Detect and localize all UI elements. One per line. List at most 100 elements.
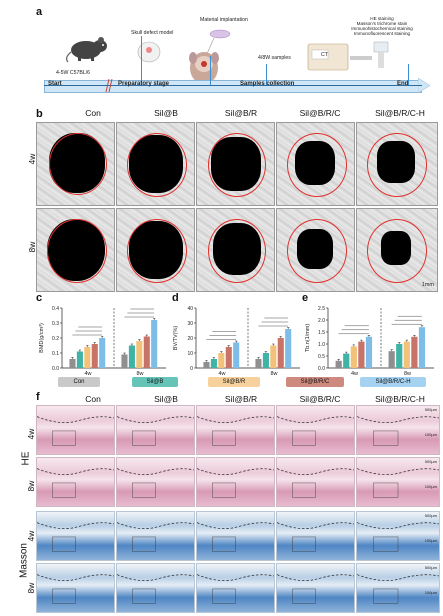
bvtv-ytick-label: 20 xyxy=(187,336,193,342)
ct-image-silb-4w xyxy=(116,122,195,206)
tbn-ytick-label: 0.0 xyxy=(318,366,325,372)
bmd-bar-8w-0 xyxy=(121,354,128,368)
defect-boundary xyxy=(117,468,194,498)
histology-masson-8w-silbrc xyxy=(276,563,355,613)
chart-bvtv: 0 10 20 30 40 BV/TV(%) 4w 8w xyxy=(173,306,300,377)
histology-masson-4w-con xyxy=(36,511,115,561)
implant-illustration xyxy=(189,29,231,84)
tbn-bar-8w-0 xyxy=(388,351,395,368)
bvtv-ytick-label: 10 xyxy=(187,351,193,357)
tbn-ytick-label: 0.5 xyxy=(318,354,325,360)
tbn-bar-8w-3 xyxy=(411,336,418,368)
tbn-ytick-label: 1.0 xyxy=(318,342,325,348)
tbn-ylabel: Tb.n(1/mm) xyxy=(305,324,311,353)
tbn-bar-4w-1 xyxy=(343,353,350,368)
group-label-silb: Sil@B xyxy=(154,108,178,118)
ct-label: CT xyxy=(321,52,328,58)
defect-boundary xyxy=(117,522,194,552)
bvtv-xtick-label: 4w xyxy=(218,371,225,377)
f-group-label-silbrc: Sil@B/R/C xyxy=(299,394,341,404)
bmd-bar-8w-4 xyxy=(151,320,158,368)
timeline-bar xyxy=(44,80,422,93)
tbn-bar-4w-4 xyxy=(365,336,373,368)
bmd-xtick-label: 4w xyxy=(84,371,91,377)
histology-he-8w-silbrc xyxy=(276,457,355,507)
bvtv-bar-8w-3 xyxy=(277,338,284,368)
histology-masson-4w-silb xyxy=(116,511,195,561)
mouse-illustration xyxy=(65,37,107,63)
legend: Con Sil@B Sil@B/R Sil@B/R/C Sil@B/R/C-H xyxy=(40,377,440,389)
histology-he-8w-silb xyxy=(116,457,195,507)
histology-grid: 500µm 100µm 500µm 100µm 500µm 100µm 500µm 100µm xyxy=(36,405,440,615)
row-label-ms-4w: 4w xyxy=(26,530,36,542)
f-group-label-silb: Sil@B xyxy=(154,394,178,404)
group-label-silbr: Sil@B/R xyxy=(224,108,258,118)
scale-label-small: 100µm xyxy=(424,484,437,490)
bmd-ytick-label: 0.2 xyxy=(52,336,59,342)
defect-boundary xyxy=(357,468,439,498)
legend-silbrch: Sil@B/R/C-H xyxy=(360,377,426,387)
ct-image-silbrch-4w xyxy=(356,122,438,206)
tbn-bar-4w-0 xyxy=(335,360,342,368)
bmd-bar-4w-4 xyxy=(99,338,106,368)
timeline-collect: Samples collection xyxy=(240,81,295,87)
skull-illustration xyxy=(137,41,161,63)
bvtv-ytick-label: 0 xyxy=(190,366,193,372)
defect-boundary xyxy=(357,574,439,604)
tbn-ytick-label: 2.5 xyxy=(318,306,325,312)
bmd-bar-4w-2 xyxy=(84,347,91,368)
tbn-xtick-label: 8w xyxy=(404,371,411,377)
bvtv-bar-4w-2 xyxy=(218,353,225,368)
timeline-marker-prep xyxy=(141,36,142,85)
ct-image-silbr-8w xyxy=(196,208,275,292)
histology-masson-8w-silbr xyxy=(196,563,275,613)
tbn-bar-8w-2 xyxy=(403,341,410,368)
defect-boundary xyxy=(197,574,274,604)
bvtv-bar-8w-0 xyxy=(255,359,262,368)
ct-image-silbrch-8w: 1mm xyxy=(356,208,438,292)
histology-he-8w-silbrch: 500µm 100µm xyxy=(356,457,440,507)
group-label-con: Con xyxy=(85,108,101,118)
bmd-bar-4w-1 xyxy=(76,351,83,368)
bmd-ytick-label: 0.3 xyxy=(52,321,59,327)
legend-silbr: Sil@B/R xyxy=(208,377,260,387)
group-label-silbrc: Sil@B/R/C xyxy=(299,108,341,118)
assay-if: Immunofluorescent staining xyxy=(353,31,411,36)
defect-boundary xyxy=(277,522,354,552)
legend-con: Con xyxy=(58,377,100,387)
timeline-marker-implant xyxy=(210,56,211,85)
timeline-line xyxy=(44,85,422,86)
defect-boundary xyxy=(117,416,194,446)
bmd-bar-8w-2 xyxy=(136,341,143,368)
chart-bmd: 0.0 0.1 0.2 0.3 0.4 BMD(g/cm³) 4w 8w xyxy=(39,306,166,377)
tbn-bar-8w-4 xyxy=(418,327,426,368)
bmd-ylabel: BMD(g/cm³) xyxy=(39,323,45,353)
histology-masson-4w-silbr xyxy=(196,511,275,561)
panel-label-a: a xyxy=(36,6,43,18)
assay-masson: Masson's trichrome stain xyxy=(356,21,408,26)
defect-boundary xyxy=(197,416,274,446)
bmd-bar-4w-0 xyxy=(69,359,76,368)
panel-b: Con Sil@B Sil@B/R Sil@B/R/C Sil@B/R/C-H … xyxy=(27,108,440,296)
panel-label-f: f xyxy=(36,391,40,403)
assay-ihc: Immunohistochemical staining xyxy=(351,26,413,31)
legend-silb: Sil@B xyxy=(132,377,178,387)
panel-label-c: c xyxy=(36,292,43,304)
timeline-marker-end xyxy=(408,64,409,85)
stage-skull-defect: Skull defect model xyxy=(131,30,174,36)
histology-he-4w-silbr xyxy=(196,405,275,455)
bvtv-bar-4w-4 xyxy=(233,342,240,368)
histology-he-8w-con xyxy=(36,457,115,507)
chart-tbn: 0.0 0.5 1.0 1.5 2.0 2.5 Tb.n(1/mm) 4w 8w xyxy=(305,306,434,377)
ct-image-silbrc-4w xyxy=(276,122,355,206)
group-label-silbrch: Sil@B/R/C-H xyxy=(375,108,425,118)
histology-he-4w-silb xyxy=(116,405,195,455)
defect-boundary xyxy=(197,522,274,552)
bvtv-bar-8w-1 xyxy=(262,353,269,368)
tbn-bar-8w-1 xyxy=(396,344,403,368)
histology-masson-8w-con xyxy=(36,563,115,613)
f-group-label-silbrch: Sil@B/R/C-H xyxy=(375,394,425,404)
bvtv-bar-4w-1 xyxy=(210,359,217,368)
panel-f: Con Sil@B Sil@B/R Sil@B/R/C Sil@B/R/C-H … xyxy=(19,391,440,615)
tbn-xtick-label: 4w xyxy=(351,371,358,377)
